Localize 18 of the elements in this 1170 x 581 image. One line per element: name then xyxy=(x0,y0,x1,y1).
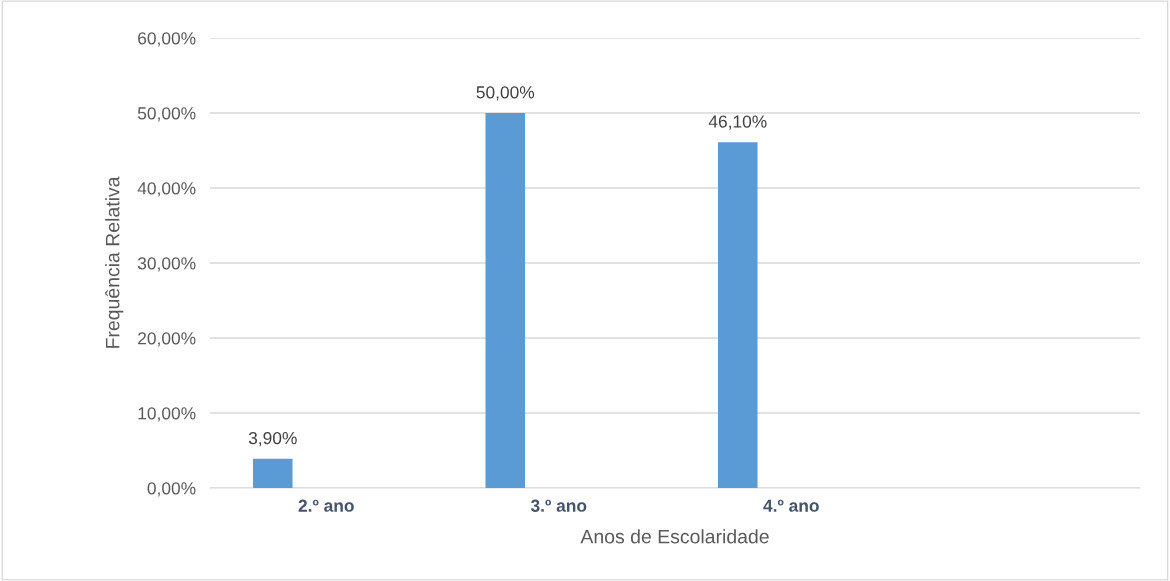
data-label: 3,90% xyxy=(248,431,297,447)
data-label: 46,10% xyxy=(708,115,767,130)
y-tick-label: 20,00% xyxy=(138,332,196,347)
y-axis-title: Frequência Relativa xyxy=(105,176,124,348)
x-tick-label: 3.º ano xyxy=(530,499,587,512)
x-tick-label: 2.º ano xyxy=(298,499,354,512)
bar xyxy=(718,142,758,488)
y-tick-label: 50,00% xyxy=(137,107,196,122)
bar xyxy=(485,113,526,488)
y-tick-label: 40,00% xyxy=(137,182,196,197)
y-tick-label: 60,00% xyxy=(138,32,196,47)
bar xyxy=(253,458,293,488)
y-tick-label: 30,00% xyxy=(137,257,196,272)
x-axis-title: Anos de Escolaridade xyxy=(580,529,769,544)
y-tick-label: 0,00% xyxy=(147,482,196,497)
y-tick-label: 10,00% xyxy=(138,407,196,422)
data-label: 50,00% xyxy=(476,86,535,101)
x-tick-label: 4.º ano xyxy=(763,499,819,512)
